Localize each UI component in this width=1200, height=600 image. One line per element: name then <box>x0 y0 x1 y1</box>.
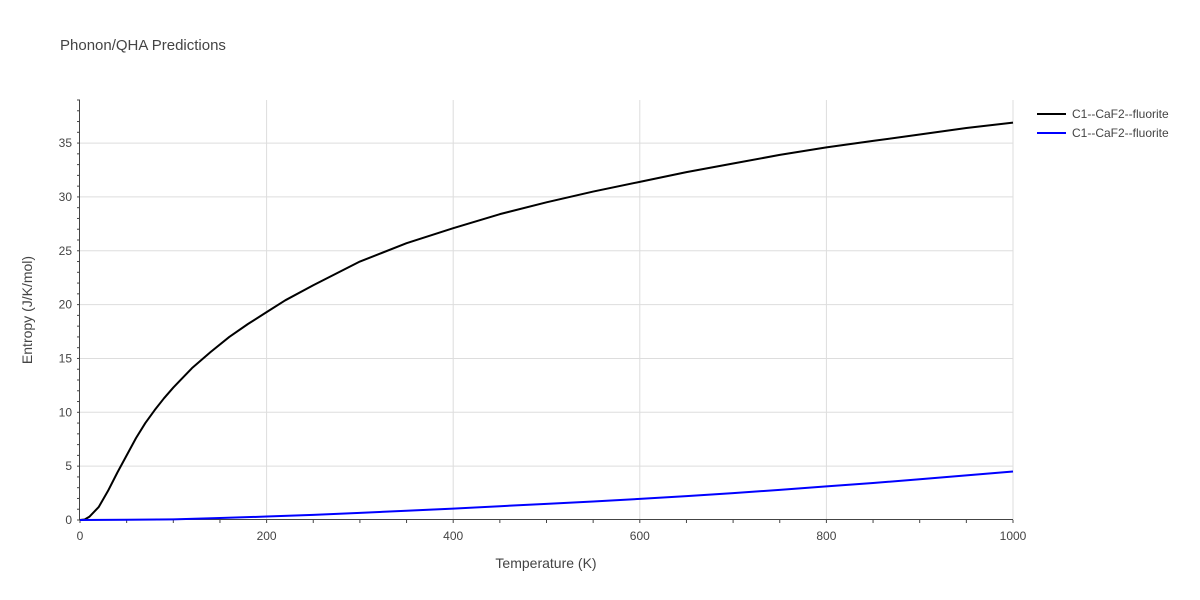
x-tick-label: 200 <box>257 529 277 543</box>
x-tick-label: 600 <box>630 529 650 543</box>
y-axis-title: Entropy (J/K/mol) <box>19 256 35 364</box>
chart-title: Phonon/QHA Predictions <box>60 37 226 54</box>
x-axis-title: Temperature (K) <box>495 555 596 571</box>
x-tick-label: 1000 <box>1000 529 1027 543</box>
y-tick-label: 5 <box>65 459 72 473</box>
legend-label: C1--CaF2--fluorite <box>1072 107 1169 121</box>
legend[interactable]: C1--CaF2--fluorite C1--CaF2--fluorite <box>1037 107 1169 140</box>
x-tick-label: 400 <box>443 529 463 543</box>
legend-item-1[interactable]: C1--CaF2--fluorite <box>1037 107 1169 121</box>
y-tick-label: 20 <box>59 298 73 312</box>
y-tick-labels: 0 5 10 15 20 25 30 35 <box>59 136 73 527</box>
x-tick-label: 800 <box>816 529 836 543</box>
series-line-2 <box>79 470 1014 521</box>
minor-ticks <box>77 99 1014 523</box>
y-tick-label: 25 <box>59 244 73 258</box>
y-tick-label: 0 <box>65 513 72 527</box>
series-line-1 <box>79 121 1014 521</box>
grid <box>80 100 1014 520</box>
x-tick-label: 0 <box>77 529 84 543</box>
y-tick-label: 10 <box>59 405 73 419</box>
x-tick-labels: 0 200 400 600 800 1000 <box>77 529 1027 543</box>
series-lines <box>79 121 1014 521</box>
y-tick-label: 35 <box>59 136 73 150</box>
y-tick-label: 15 <box>59 351 73 365</box>
y-tick-label: 30 <box>59 190 73 204</box>
legend-item-2[interactable]: C1--CaF2--fluorite <box>1037 126 1169 140</box>
legend-label: C1--CaF2--fluorite <box>1072 126 1169 140</box>
